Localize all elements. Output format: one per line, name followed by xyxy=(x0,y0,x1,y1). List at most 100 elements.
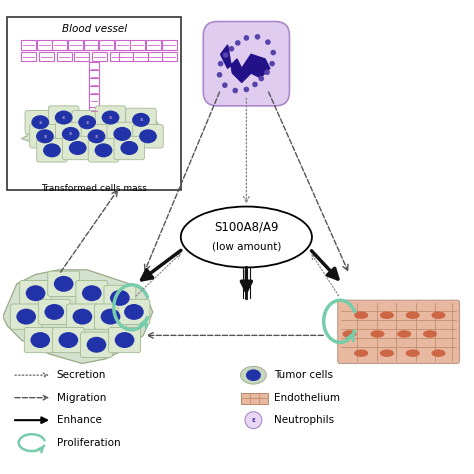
Ellipse shape xyxy=(240,366,266,384)
FancyBboxPatch shape xyxy=(38,299,70,325)
Ellipse shape xyxy=(354,349,368,357)
FancyBboxPatch shape xyxy=(114,137,145,160)
FancyBboxPatch shape xyxy=(74,52,90,61)
FancyBboxPatch shape xyxy=(24,328,56,353)
Circle shape xyxy=(258,76,264,82)
FancyBboxPatch shape xyxy=(134,52,148,61)
FancyBboxPatch shape xyxy=(48,271,80,297)
FancyBboxPatch shape xyxy=(337,300,459,364)
Polygon shape xyxy=(220,45,270,82)
FancyBboxPatch shape xyxy=(95,106,126,129)
Circle shape xyxy=(245,412,262,428)
Polygon shape xyxy=(21,110,162,156)
Ellipse shape xyxy=(342,330,356,337)
Circle shape xyxy=(222,82,228,88)
Ellipse shape xyxy=(120,141,138,155)
FancyBboxPatch shape xyxy=(88,138,118,162)
FancyBboxPatch shape xyxy=(83,40,99,50)
Text: ε: ε xyxy=(43,134,46,139)
FancyBboxPatch shape xyxy=(76,281,108,306)
Ellipse shape xyxy=(88,129,105,143)
FancyBboxPatch shape xyxy=(19,281,52,306)
Ellipse shape xyxy=(30,332,50,348)
FancyBboxPatch shape xyxy=(53,328,84,353)
Ellipse shape xyxy=(82,285,101,301)
FancyBboxPatch shape xyxy=(37,138,67,162)
FancyBboxPatch shape xyxy=(118,299,150,325)
Ellipse shape xyxy=(246,369,261,381)
Circle shape xyxy=(244,35,249,41)
Circle shape xyxy=(252,82,258,87)
Text: Endothelium: Endothelium xyxy=(274,392,340,403)
Ellipse shape xyxy=(423,330,437,337)
Ellipse shape xyxy=(110,290,130,306)
FancyBboxPatch shape xyxy=(241,392,268,404)
FancyBboxPatch shape xyxy=(90,70,99,85)
FancyBboxPatch shape xyxy=(81,125,112,148)
Text: Neutrophils: Neutrophils xyxy=(274,415,335,425)
FancyBboxPatch shape xyxy=(110,52,125,61)
Text: ε: ε xyxy=(109,115,112,120)
FancyBboxPatch shape xyxy=(81,332,112,357)
FancyBboxPatch shape xyxy=(90,62,99,77)
Text: ε: ε xyxy=(95,134,98,139)
FancyBboxPatch shape xyxy=(162,52,177,61)
FancyBboxPatch shape xyxy=(99,40,114,50)
Circle shape xyxy=(235,40,241,46)
Circle shape xyxy=(271,50,276,55)
Text: ε: ε xyxy=(85,120,89,125)
Ellipse shape xyxy=(43,143,61,157)
FancyBboxPatch shape xyxy=(63,137,93,160)
Text: Migration: Migration xyxy=(57,392,106,403)
FancyBboxPatch shape xyxy=(130,40,146,50)
FancyBboxPatch shape xyxy=(203,21,290,106)
Ellipse shape xyxy=(124,304,144,320)
Circle shape xyxy=(232,88,238,93)
FancyBboxPatch shape xyxy=(48,106,79,129)
Text: ε: ε xyxy=(62,115,65,120)
FancyBboxPatch shape xyxy=(72,110,102,134)
Circle shape xyxy=(244,87,249,92)
Circle shape xyxy=(255,34,260,40)
FancyBboxPatch shape xyxy=(25,110,55,134)
FancyBboxPatch shape xyxy=(147,52,163,61)
Ellipse shape xyxy=(406,349,419,357)
Ellipse shape xyxy=(95,143,112,157)
Ellipse shape xyxy=(36,129,54,143)
Ellipse shape xyxy=(431,349,446,357)
FancyBboxPatch shape xyxy=(10,304,42,329)
FancyBboxPatch shape xyxy=(133,125,163,148)
Ellipse shape xyxy=(31,115,49,129)
Ellipse shape xyxy=(100,309,120,325)
Circle shape xyxy=(217,72,222,78)
Ellipse shape xyxy=(139,129,157,143)
Text: Transformed cells mass: Transformed cells mass xyxy=(41,183,147,192)
FancyBboxPatch shape xyxy=(30,125,60,148)
Circle shape xyxy=(223,52,228,58)
Ellipse shape xyxy=(431,311,446,319)
Ellipse shape xyxy=(380,311,394,319)
Circle shape xyxy=(264,70,270,75)
FancyBboxPatch shape xyxy=(90,86,99,100)
FancyBboxPatch shape xyxy=(21,52,36,61)
Ellipse shape xyxy=(132,113,150,127)
Circle shape xyxy=(265,39,271,45)
Text: Enhance: Enhance xyxy=(57,415,101,425)
Ellipse shape xyxy=(113,127,131,141)
FancyBboxPatch shape xyxy=(119,52,135,61)
FancyBboxPatch shape xyxy=(126,108,156,132)
FancyBboxPatch shape xyxy=(39,52,54,61)
FancyBboxPatch shape xyxy=(107,122,137,146)
Text: ε: ε xyxy=(252,417,255,423)
FancyBboxPatch shape xyxy=(95,304,127,329)
FancyBboxPatch shape xyxy=(57,52,72,61)
Ellipse shape xyxy=(380,349,394,357)
Ellipse shape xyxy=(17,309,36,325)
FancyBboxPatch shape xyxy=(8,17,181,190)
FancyBboxPatch shape xyxy=(90,94,99,109)
FancyBboxPatch shape xyxy=(104,285,136,310)
Ellipse shape xyxy=(181,207,312,267)
Ellipse shape xyxy=(371,330,384,337)
FancyBboxPatch shape xyxy=(90,78,99,93)
Text: S100A8/A9: S100A8/A9 xyxy=(214,220,279,233)
